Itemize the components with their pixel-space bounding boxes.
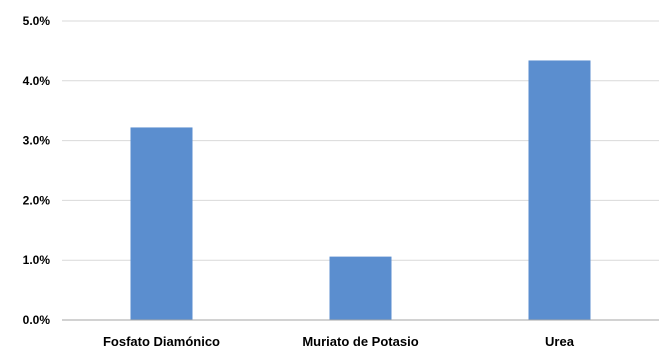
y-tick-label: 4.0% xyxy=(23,74,51,88)
x-category-label: Fosfato Diamónico xyxy=(103,334,220,349)
y-tick-label: 2.0% xyxy=(23,193,51,207)
bar xyxy=(130,127,193,320)
y-tick-label: 5.0% xyxy=(23,14,51,28)
y-tick-label: 1.0% xyxy=(23,253,51,267)
bar xyxy=(329,256,392,320)
y-axis-tick-labels: 0.0% 1.0% 2.0% 3.0% 4.0% 5.0% xyxy=(23,14,51,327)
x-category-label: Muriato de Potasio xyxy=(302,334,418,349)
bars xyxy=(130,60,591,321)
x-axis-category-labels: Fosfato Diamónico Muriato de Potasio Urea xyxy=(103,334,575,349)
x-category-label: Urea xyxy=(545,334,575,349)
bar xyxy=(528,60,591,321)
y-tick-label: 0.0% xyxy=(23,313,51,327)
y-tick-label: 3.0% xyxy=(23,134,51,148)
